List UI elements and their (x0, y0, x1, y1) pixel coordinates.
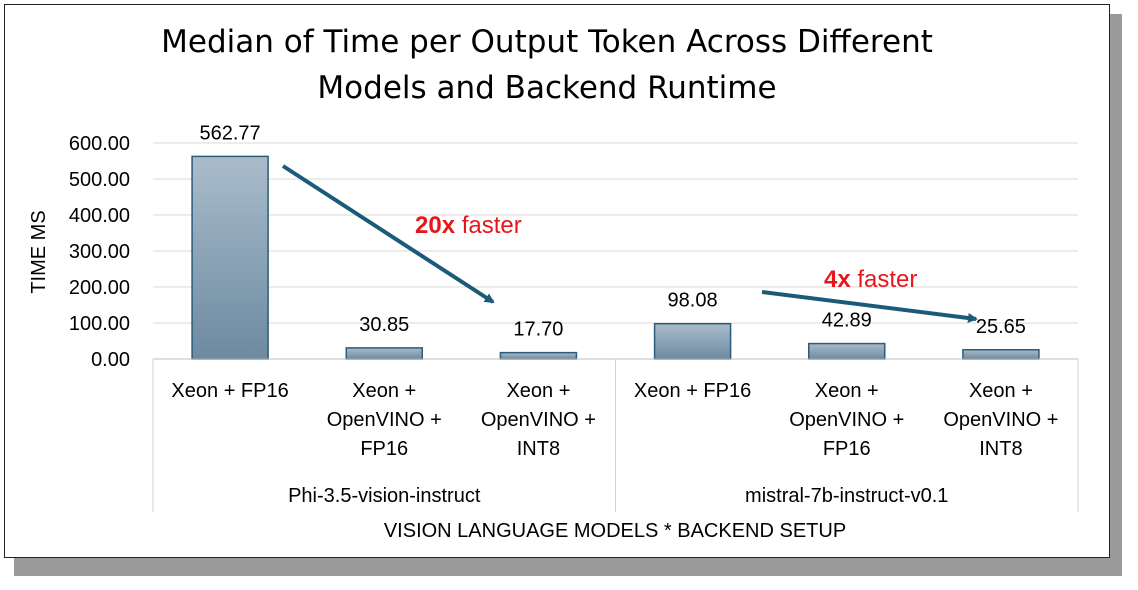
data-label: 30.85 (359, 314, 409, 336)
y-tick-label: 300.00 (69, 241, 130, 263)
category-label-line: OpenVINO + (943, 409, 1058, 431)
annotation-4x-bold: 4x (824, 266, 851, 293)
category-label-line: Xeon + FP16 (171, 380, 288, 402)
data-label: 17.70 (513, 319, 563, 341)
category-label-line: INT8 (517, 438, 560, 460)
category-label-line: Xeon + (352, 380, 416, 402)
chart-title-line-1: Median of Time per Output Token Across D… (161, 24, 933, 60)
y-axis-ticks: 0.00 100.00 200.00 300.00 400.00 500.00 600.00 (69, 133, 130, 371)
category-label: Xeon + OpenVINO + FP16 (789, 380, 904, 460)
category-label-line: OpenVINO + (789, 409, 904, 431)
category-label-line: Xeon + (506, 380, 570, 402)
category-label: Xeon + OpenVINO + INT8 (943, 380, 1058, 460)
category-label-line: OpenVINO + (481, 409, 596, 431)
chart-title-line-2: Models and Backend Runtime (317, 70, 776, 106)
y-tick-label: 600.00 (69, 133, 130, 155)
bar (499, 351, 578, 360)
y-tick-label: 0.00 (91, 349, 130, 371)
category-label-line: FP16 (360, 438, 408, 460)
category-label-line: INT8 (979, 438, 1022, 460)
data-label: 25.65 (976, 316, 1026, 338)
data-label: 562.77 (199, 122, 260, 144)
category-label-line: Xeon + (815, 380, 879, 402)
bar (962, 349, 1040, 360)
category-label: Xeon + OpenVINO + FP16 (327, 380, 442, 460)
group-label: mistral-7b-instruct-v0.1 (745, 485, 948, 507)
bars (191, 155, 1040, 360)
category-label-line: Xeon + FP16 (634, 380, 751, 402)
gridlines (153, 142, 1078, 324)
category-label-line: FP16 (823, 438, 871, 460)
x-axis-label: VISION LANGUAGE MODELS * BACKEND SETUP (384, 520, 846, 542)
bar (191, 155, 269, 360)
y-axis-label: TIME MS (28, 210, 50, 293)
category-label: Xeon + FP16 (171, 380, 288, 402)
annotation-4x-text: faster (851, 266, 918, 293)
arrow-phi (281, 164, 495, 304)
bar (653, 322, 732, 360)
arrow-mistral (761, 290, 978, 323)
data-label: 98.08 (668, 290, 718, 312)
bar (808, 342, 886, 360)
category-label: Xeon + FP16 (634, 380, 751, 402)
data-labels: 562.77 30.85 17.70 98.08 42.89 25.65 (199, 122, 1025, 340)
category-label: Xeon + OpenVINO + INT8 (481, 380, 596, 460)
y-tick-label: 200.00 (69, 277, 130, 299)
category-label-line: Xeon + (969, 380, 1033, 402)
annotation-20x-faster: 20x faster (415, 212, 522, 239)
data-label: 42.89 (822, 310, 872, 332)
y-tick-label: 400.00 (69, 205, 130, 227)
annotation-20x-bold: 20x (415, 212, 456, 239)
category-label-line: OpenVINO + (327, 409, 442, 431)
annotation-4x-faster: 4x faster (824, 266, 917, 293)
y-tick-label: 500.00 (69, 169, 130, 191)
bar (345, 347, 423, 360)
group-label: Phi-3.5-vision-instruct (288, 485, 481, 507)
y-tick-label: 100.00 (69, 313, 130, 335)
chart-frame (4, 4, 1110, 558)
annotation-20x-text: faster (455, 212, 522, 239)
